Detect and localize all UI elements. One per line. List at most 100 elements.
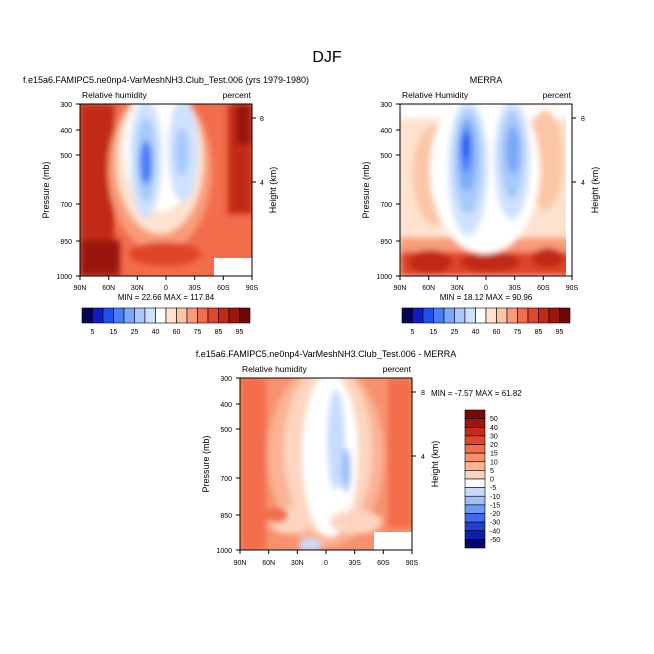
x-tick-label: 90N xyxy=(394,285,407,292)
colorbar-box xyxy=(464,495,486,506)
colorbar-box xyxy=(443,307,455,324)
colorbar-box xyxy=(464,435,486,445)
stats-text: MIN = -7.57 MAX = 61.82 xyxy=(431,389,522,398)
colorbar-box xyxy=(134,307,146,324)
x-tick-label: 90N xyxy=(74,285,87,292)
contour-field xyxy=(400,104,572,276)
colorbar-label: 15 xyxy=(110,329,118,336)
x-tick-label: 30N xyxy=(131,285,144,292)
y-tick-label: 700 xyxy=(220,476,232,483)
colorbar-box xyxy=(165,307,177,324)
x-tick-label: 0 xyxy=(324,560,328,567)
colorbar-box xyxy=(464,426,486,437)
colorbar-label: -30 xyxy=(490,520,500,527)
colorbar-box xyxy=(464,539,486,549)
colorbar-box xyxy=(207,307,219,324)
colorbar-box xyxy=(92,307,104,324)
colorbar-label: 30 xyxy=(490,433,498,440)
y2-tick-label: 8 xyxy=(421,390,425,397)
y-tick-label: 1000 xyxy=(376,274,392,281)
colorbar-box xyxy=(218,307,230,324)
panel-merra: MERRA Relative Humidity percent xyxy=(361,75,600,302)
colorbar-box xyxy=(559,307,571,324)
y-axis: 300 400 500 700 850 1000 Pressure (mb) xyxy=(201,376,240,555)
colorbar-box xyxy=(464,470,486,480)
colorbar-label: 20 xyxy=(490,442,498,449)
y-tick-label: 700 xyxy=(380,202,392,209)
colorbar-label: -40 xyxy=(490,528,500,535)
colorbar-box xyxy=(176,307,188,324)
x-tick-label: 60N xyxy=(102,285,115,292)
y2-axis-label: Height (km) xyxy=(430,441,440,488)
contour-field xyxy=(240,378,412,550)
colorbar-box xyxy=(464,478,486,488)
colorbar-box xyxy=(464,452,486,463)
y2-axis: 8 4 Height (km) xyxy=(412,390,440,487)
colorbar-box xyxy=(186,307,198,324)
colorbar-box xyxy=(475,307,487,324)
colorbar-label: 85 xyxy=(215,329,223,336)
y2-axis-label: Height (km) xyxy=(590,167,600,214)
colorbar-label: -15 xyxy=(490,502,500,509)
x-tick-label: 30N xyxy=(291,560,304,567)
x-tick-label: 90S xyxy=(246,285,259,292)
y-tick-label: 400 xyxy=(220,402,232,409)
right-subtitle: percent xyxy=(223,90,252,100)
x-tick-label: 60N xyxy=(262,560,275,567)
colorbar-merra: 5 15 25 40 60 75 85 95 xyxy=(401,307,571,336)
y2-axis: 8 4 Height (km) xyxy=(572,116,600,213)
colorbar-box xyxy=(517,307,529,324)
colorbar-label: 0 xyxy=(490,477,494,484)
y2-tick-label: 4 xyxy=(421,454,425,461)
x-tick-label: 60S xyxy=(217,285,230,292)
colorbar-label: 85 xyxy=(535,329,543,336)
panel-title: f.e15a6.FAMIPC5.ne0np4-VarMeshNH3.Club_T… xyxy=(23,75,309,85)
right-subtitle: percent xyxy=(383,364,412,374)
colorbar-label: -5 xyxy=(490,485,496,492)
colorbar-box xyxy=(464,409,486,419)
colorbar-box xyxy=(485,307,497,324)
colorbar-box xyxy=(464,530,486,540)
colorbar-label: 60 xyxy=(493,329,501,336)
x-tick-label: 0 xyxy=(484,285,488,292)
colorbar-box xyxy=(433,307,445,324)
y-tick-label: 1000 xyxy=(216,548,232,555)
y2-axis: 8 4 Height (km) xyxy=(252,116,278,213)
y-tick-label: 850 xyxy=(220,513,232,520)
x-tick-label: 60S xyxy=(537,285,550,292)
colorbar-label: 40 xyxy=(472,329,480,336)
colorbar-box xyxy=(155,307,167,324)
right-subtitle: percent xyxy=(543,90,572,100)
colorbar-model: 5 15 25 40 60 75 85 95 xyxy=(81,307,251,336)
colorbar-label: 15 xyxy=(430,329,438,336)
y-axis-label: Pressure (mb) xyxy=(41,161,51,218)
colorbar-box xyxy=(548,307,560,324)
y-tick-label: 400 xyxy=(380,128,392,135)
colorbar-label: 15 xyxy=(490,451,498,458)
colorbar-label: -20 xyxy=(490,511,500,518)
x-tick-label: 60N xyxy=(422,285,435,292)
colorbar-box xyxy=(464,504,486,514)
colorbar-box xyxy=(527,307,539,324)
colorbar-label: 5 xyxy=(411,329,415,336)
y-tick-label: 700 xyxy=(60,202,72,209)
y-tick-label: 850 xyxy=(60,239,72,246)
x-tick-label: 90N xyxy=(234,560,247,567)
y-tick-label: 500 xyxy=(60,153,72,160)
colorbar-box xyxy=(81,307,93,324)
x-axis: 90N 60N 30N 0 30S 60S 90S xyxy=(74,276,259,292)
y-tick-label: 300 xyxy=(60,102,72,109)
colorbar-box xyxy=(506,307,518,324)
y-tick-label: 500 xyxy=(220,427,232,434)
x-tick-label: 30S xyxy=(508,285,521,292)
colorbar-box xyxy=(228,307,240,324)
y2-tick-label: 4 xyxy=(260,180,264,187)
colorbar-label: 25 xyxy=(131,329,139,336)
colorbar-label: 50 xyxy=(490,416,498,423)
colorbar-box xyxy=(464,513,486,523)
colorbar-label: 5 xyxy=(91,329,95,336)
x-tick-label: 0 xyxy=(164,285,168,292)
colorbar-box xyxy=(239,307,251,324)
colorbar-box xyxy=(123,307,135,324)
